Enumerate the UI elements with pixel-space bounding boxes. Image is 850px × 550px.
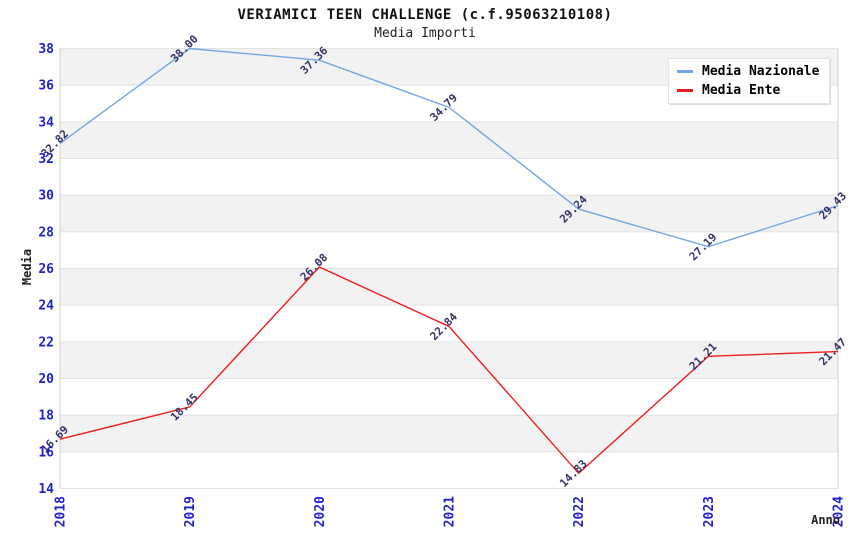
grid-band	[60, 341, 838, 379]
point-label: 14.83	[557, 457, 590, 490]
point-label: 34.79	[428, 91, 461, 124]
y-tick-label: 28	[38, 225, 54, 240]
x-tick-label: 2018	[54, 496, 69, 527]
x-axis-title: Anno	[811, 513, 840, 527]
legend-item-media-ente: Media Ente	[677, 83, 819, 98]
y-tick-label: 34	[38, 115, 54, 130]
legend-swatch-blue-icon	[677, 70, 693, 73]
y-tick-label: 20	[38, 372, 54, 387]
chart-title: VERIAMICI TEEN CHALLENGE (c.f.9506321010…	[237, 7, 613, 23]
y-axis-title: Media	[20, 248, 34, 286]
grid-band	[60, 415, 838, 452]
x-tick-label: 2022	[572, 496, 587, 527]
series-line-media-nazionale	[59, 47, 839, 248]
y-tick-label: 32	[38, 152, 54, 167]
point-label: 22.84	[428, 310, 461, 343]
y-tick-label: 26	[38, 262, 54, 277]
y-tick-label: 38	[38, 42, 54, 57]
legend-label: Media Ente	[702, 83, 781, 98]
legend: Media Nazionale Media Ente	[668, 58, 831, 104]
grid-band	[60, 121, 838, 159]
y-tick-label: 22	[38, 335, 54, 350]
legend-swatch-red-icon	[677, 89, 693, 92]
chart-subtitle: Media Importi	[374, 26, 476, 41]
point-label: 27.19	[687, 231, 720, 264]
y-tick-label: 16	[38, 445, 54, 460]
grid-band	[60, 268, 838, 306]
y-tick-label: 24	[38, 299, 54, 314]
x-tick-label: 2020	[313, 496, 328, 527]
y-tick-label: 36	[38, 79, 54, 94]
x-tick-label: 2021	[443, 496, 458, 527]
y-tick-label: 14	[38, 482, 54, 497]
y-tick-label: 18	[38, 409, 54, 424]
x-tick-label: 2019	[183, 496, 198, 527]
y-tick-label: 30	[38, 189, 54, 204]
legend-item-media-nazionale: Media Nazionale	[677, 64, 819, 79]
legend-label: Media Nazionale	[702, 64, 820, 79]
x-tick-label: 2023	[702, 496, 717, 527]
x-tick-label: 2024	[832, 496, 847, 527]
grid-band	[60, 195, 838, 232]
series-line-media-ente	[59, 266, 839, 475]
